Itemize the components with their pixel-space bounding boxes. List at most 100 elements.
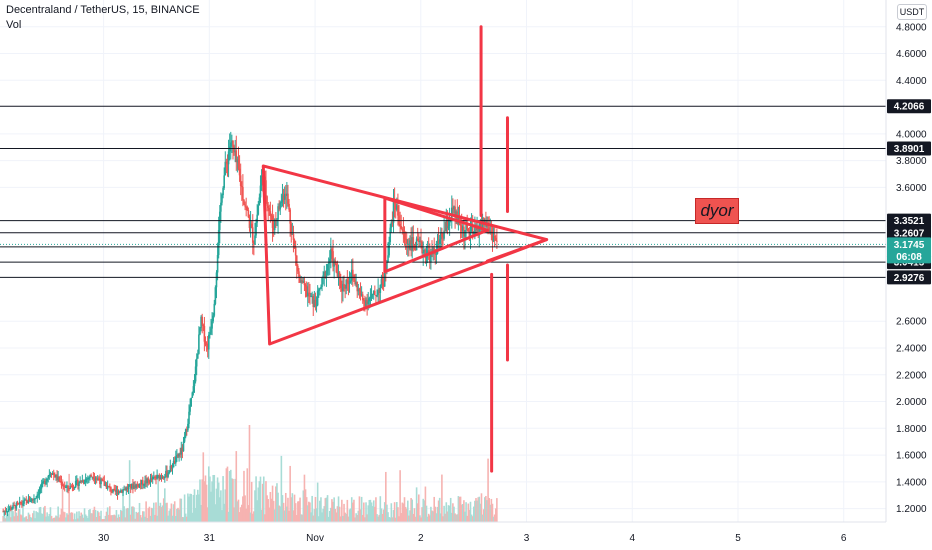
candle-body xyxy=(210,328,212,333)
candle-body xyxy=(111,491,113,493)
candle-body xyxy=(355,281,357,285)
candle-body xyxy=(445,220,448,232)
volume-bar xyxy=(123,506,125,522)
candle-body xyxy=(346,279,349,284)
candle-body xyxy=(429,253,431,263)
volume-bar xyxy=(227,511,230,522)
volume-bar xyxy=(18,509,21,522)
candle-body xyxy=(98,478,100,481)
volume-bar xyxy=(61,479,64,522)
level-price-tag xyxy=(887,270,931,285)
volume-bar xyxy=(155,502,157,522)
candle-body xyxy=(294,247,297,256)
volume-bar xyxy=(467,503,470,522)
volume-bar xyxy=(358,496,361,522)
candle-body xyxy=(301,280,304,283)
volume-bar xyxy=(426,516,429,522)
candle-body xyxy=(160,476,163,478)
volume-bar xyxy=(46,512,48,522)
volume-bar xyxy=(411,499,414,522)
volume-bar xyxy=(387,512,389,522)
volume-bar xyxy=(198,494,200,522)
candle-body xyxy=(277,206,279,220)
candle-body xyxy=(447,225,450,229)
volume-bar xyxy=(238,512,241,522)
candle-body xyxy=(13,504,15,506)
volume-bar xyxy=(67,514,69,522)
volume-bar xyxy=(175,516,177,522)
time-axis[interactable]: 30 31 Nov 2 3 4 5 6 xyxy=(98,533,847,544)
candle-body xyxy=(399,224,401,227)
price-axis[interactable]: 1.2000 1.4000 1.6000 1.8000 2.0000 2.2000 2.40… xyxy=(896,22,927,515)
volume-bar xyxy=(445,502,448,522)
candle-body xyxy=(58,476,61,482)
candle-body xyxy=(69,485,72,489)
candle-body xyxy=(82,480,85,483)
volume-bar xyxy=(367,505,370,522)
candle-body xyxy=(317,289,320,291)
candle-body xyxy=(321,277,323,287)
volume-bar xyxy=(259,476,262,522)
candle-body xyxy=(269,211,272,216)
time-tick-label: Nov xyxy=(306,533,324,544)
candle-body xyxy=(392,199,395,223)
volume-bar xyxy=(450,512,453,522)
volume-bar xyxy=(56,516,58,522)
volume-bar xyxy=(430,506,432,522)
candle-body xyxy=(335,264,338,273)
volume-bar xyxy=(470,514,473,522)
volume-bar xyxy=(327,516,330,522)
volume-bar xyxy=(311,495,313,522)
currency-button[interactable]: USDT xyxy=(897,4,927,20)
candle-body xyxy=(93,478,96,480)
candle-body xyxy=(184,429,187,437)
candle-body xyxy=(191,392,194,398)
candle-body xyxy=(57,476,59,480)
volume-bar xyxy=(482,509,485,522)
volume-bar xyxy=(350,497,353,522)
volume-bar xyxy=(27,512,30,522)
volume-bar xyxy=(458,496,461,522)
volume-bar xyxy=(286,506,288,522)
volume-bar xyxy=(242,496,244,522)
volume-indicator-label[interactable]: Vol xyxy=(6,19,22,31)
volume-bar xyxy=(480,493,483,522)
candle-body xyxy=(312,295,315,307)
volume-bar xyxy=(477,497,479,522)
volume-bar xyxy=(143,511,145,522)
candle-body xyxy=(248,217,251,228)
candle-body xyxy=(370,294,373,298)
symbol-title[interactable]: Decentraland / TetherUS, 15, BINANCE xyxy=(6,4,200,16)
candle-body xyxy=(272,228,275,231)
candle-body xyxy=(60,481,63,486)
candle-body xyxy=(320,286,322,289)
candle-body xyxy=(65,487,67,489)
volume-bar xyxy=(237,499,240,522)
volume-bar xyxy=(85,515,88,522)
candle-body xyxy=(396,205,398,210)
candle-body xyxy=(199,328,201,335)
volume-bar xyxy=(142,511,144,522)
candle-body xyxy=(297,265,299,272)
volume-bar xyxy=(157,474,160,522)
candle-body xyxy=(250,223,253,228)
volume-bar xyxy=(120,509,122,522)
candle-body xyxy=(161,477,164,479)
volume-bar xyxy=(464,511,466,522)
candle-body xyxy=(316,290,319,306)
candle-body xyxy=(106,485,109,489)
volume-bar xyxy=(397,507,399,522)
volume-bar xyxy=(493,514,496,522)
volume-bar xyxy=(224,489,227,522)
candle-body xyxy=(100,478,102,485)
candle-body xyxy=(132,483,134,489)
volume-bar xyxy=(266,495,268,522)
candle-body xyxy=(8,507,11,510)
volume-bar xyxy=(282,502,285,522)
candle-body xyxy=(438,239,441,245)
volume-bar xyxy=(189,493,191,522)
volume-bar xyxy=(41,514,44,522)
volume-bar xyxy=(5,511,8,522)
candle-body xyxy=(127,486,130,490)
